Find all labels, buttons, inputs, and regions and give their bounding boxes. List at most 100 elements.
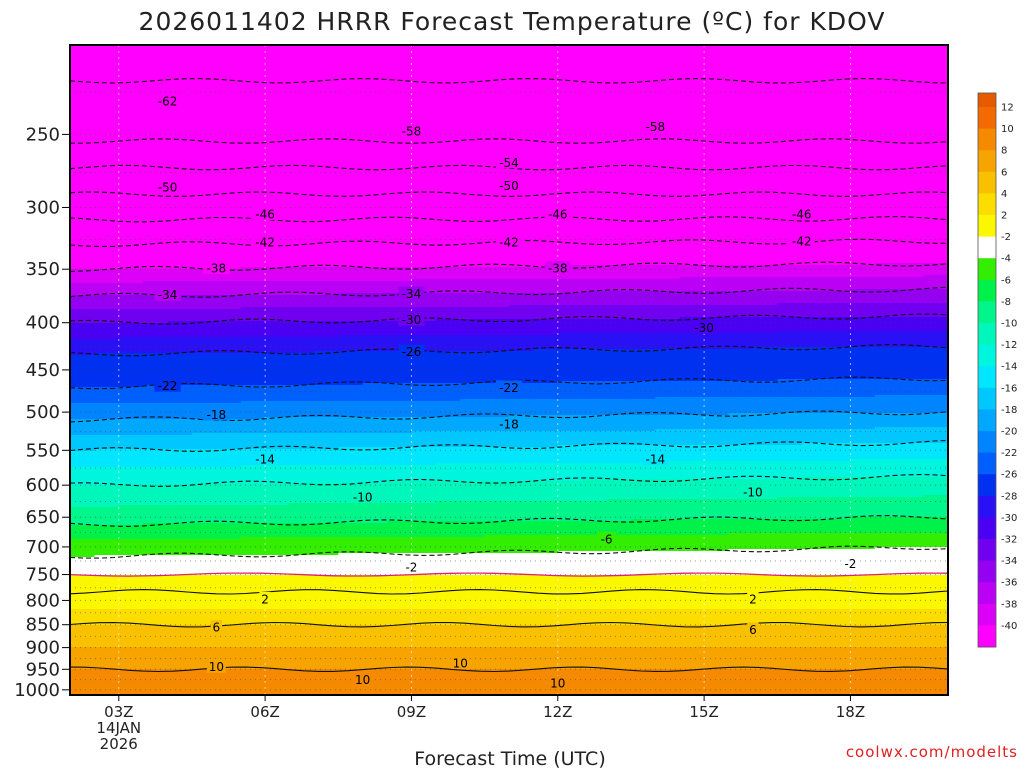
colorbar-swatch [978,323,996,346]
colorbar-swatch [978,215,996,238]
contour-label-bg [450,655,470,669]
contour-line [70,439,948,452]
contour-line [70,164,948,171]
y-tick-label: 450 [26,360,60,381]
colorbar-label: 2 [1001,211,1007,222]
colorbar-swatch [978,625,996,648]
contour-label: 6 [749,623,757,637]
contour-label-bg [739,484,766,498]
contour-label: -46 [548,208,568,222]
colorbar-swatch [978,474,996,497]
colorbar-label: 12 [1001,103,1014,114]
contour-label-bg [154,93,181,107]
x-tick-label: 15Z [689,703,718,721]
contour-label-bg [206,659,226,673]
contour-label: 2 [749,592,757,606]
colorbar-swatch [978,236,996,259]
y-tick-label: 900 [26,638,60,659]
colorbar-swatch [978,171,996,194]
contour-label-bg [495,155,523,169]
contour-line [70,515,948,527]
contour-labels: -62-58 -58-54-50 -50-46 -46 -46-42 -42 -42-38-… [154,93,860,690]
colorbar-swatch [978,452,996,475]
colorbar-swatch [978,539,996,562]
contour-label: -42 [792,234,812,248]
colorbar-swatch [978,603,996,626]
contour-label: -14 [255,452,275,466]
contour-label-bg [495,380,523,394]
contour-label-bg [252,207,279,221]
contour-label: -22 [499,381,519,395]
contour-label: -38 [548,262,568,276]
contour-label: -58 [402,125,422,139]
y-tick-label: 300 [26,197,60,218]
colorbar-label: -38 [1001,599,1017,610]
contour-line [70,138,948,144]
contour-label-bg [259,591,271,605]
colorbar-swatch [978,301,996,324]
colorbar-swatch [978,279,996,302]
colorbar-swatch [978,582,996,605]
colorbar-label: -40 [1001,621,1017,632]
contour-label: -30 [402,313,422,327]
y-tick-label: 700 [26,537,60,558]
colorbar-swatch [978,150,996,173]
x-tick-label: 06Z [250,703,279,721]
contour-label: 10 [550,676,565,690]
colorbar-label: -34 [1001,556,1017,567]
contour-label-bg [788,233,815,247]
colorbar-label: -14 [1001,362,1017,373]
colorbar-label: -4 [1001,254,1011,265]
contour-line [70,589,948,595]
y-tick-label: 550 [26,440,60,461]
contour-line [70,216,948,223]
contour-label: -14 [646,452,666,466]
plot-area: -62-58 -58-54-50 -50-46 -46 -46-42 -42 -42-38-… [69,44,949,696]
x-axis-label: Forecast Time (UTC) [414,748,605,768]
contour-line [70,313,948,325]
contour-line [70,545,948,559]
y-tick-label: 650 [26,507,60,528]
contour-label-bg [691,320,718,334]
contour-label: 10 [355,673,370,687]
y-tick-label: 1000 [14,680,60,701]
temperature-field [70,45,948,695]
contour-label-bg [154,287,181,301]
contour-label: -18 [499,417,519,431]
colorbar-swatch [978,193,996,216]
x-tick-label: 14JAN [96,719,141,737]
contour-label: -54 [499,156,519,170]
contour-line [70,191,948,197]
colorbar-label: 6 [1001,167,1007,178]
contour-label-bg [154,179,181,193]
contour-label-bg [841,556,860,570]
contour-label-bg [642,119,669,133]
y-tick-label: 500 [26,402,60,423]
contour-label: 6 [213,621,221,635]
contour-label: 2 [261,592,269,606]
credit-text: coolwx.com/modelts [846,743,1018,761]
colorbar-swatch [978,517,996,540]
colorbar-frame [977,92,997,648]
colorbar-label: -18 [1001,405,1017,416]
colorbar-label: -10 [1001,319,1017,330]
colorbar-swatch [978,258,996,281]
contour-label: -46 [792,208,812,222]
contour-label: -50 [158,180,178,194]
colorbar-label: -28 [1001,491,1017,502]
contour-label-bg [402,560,421,574]
colorbar-swatch [978,366,996,389]
colorbar-cap [978,93,996,107]
contour-label-bg [544,261,571,275]
colorbar-swatch [978,344,996,367]
contour-label: 10 [453,656,468,670]
contour-label-bg [398,286,425,300]
contour-label-bg [154,378,181,392]
colorbar-label: -36 [1001,578,1017,589]
contour-line [70,344,948,357]
contour-label: -42 [499,235,519,249]
contour-label: -34 [402,287,422,301]
y-tick-label: 950 [26,659,60,680]
contour-line [70,376,948,390]
